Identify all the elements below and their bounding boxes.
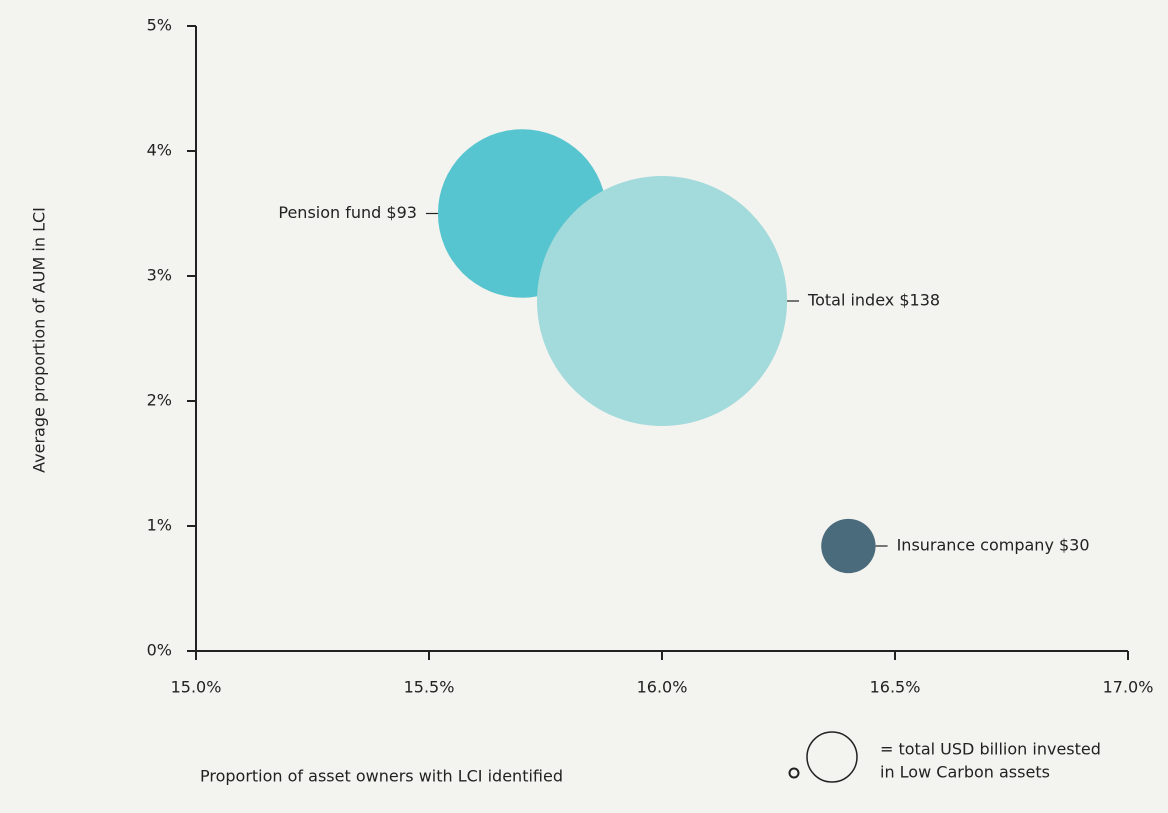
size-legend-text: in Low Carbon assets xyxy=(880,763,1050,782)
legend-large-circle xyxy=(806,731,858,783)
data-label: Total index $138 xyxy=(807,291,940,310)
legend-small-circle xyxy=(788,767,800,779)
y-tick-label: 3% xyxy=(147,266,172,285)
y-tick-label: 5% xyxy=(147,16,172,35)
x-tick-label: 15.5% xyxy=(404,678,455,697)
y-tick-label: 0% xyxy=(147,641,172,660)
data-label: Pension fund $93 xyxy=(278,203,417,222)
x-axis-label: Proportion of asset owners with LCI iden… xyxy=(200,767,563,786)
x-tick-label: 15.0% xyxy=(171,678,222,697)
y-tick-label: 4% xyxy=(147,141,172,160)
bubble xyxy=(536,175,788,427)
bubble xyxy=(821,518,876,574)
y-tick-label: 2% xyxy=(147,391,172,410)
x-tick-label: 16.0% xyxy=(637,678,688,697)
x-tick-label: 17.0% xyxy=(1103,678,1154,697)
y-tick-label: 1% xyxy=(147,516,172,535)
x-tick-label: 16.5% xyxy=(870,678,921,697)
data-label: Insurance company $30 xyxy=(897,536,1090,555)
size-legend-text: = total USD billion invested xyxy=(880,740,1101,759)
y-axis-label: Average proportion of AUM in LCI xyxy=(30,207,49,473)
